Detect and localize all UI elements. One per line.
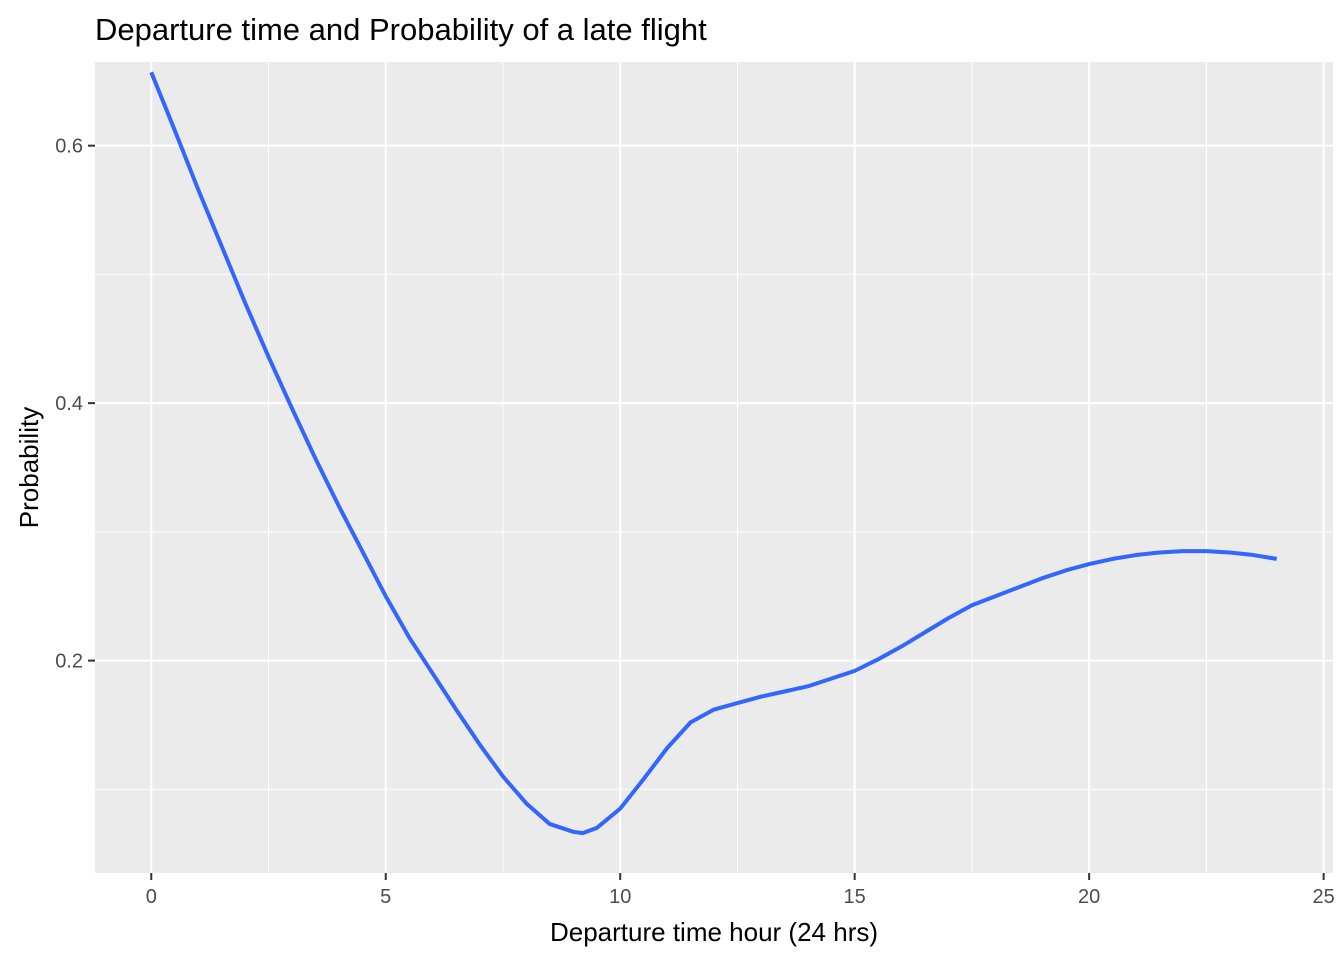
major-gridlines — [95, 62, 1333, 873]
x-tick-label: 0 — [146, 886, 157, 908]
x-tick-label: 25 — [1312, 886, 1334, 908]
probability-line — [149, 71, 1278, 836]
y-tick-label: 0.4 — [55, 393, 83, 415]
plot-panel — [95, 62, 1333, 873]
y-tick-label: 0.2 — [55, 651, 83, 673]
x-tick-label: 20 — [1078, 886, 1100, 908]
x-tick-label: 5 — [380, 886, 391, 908]
minor-gridlines — [95, 62, 1333, 873]
y-axis: 0.2 0.4 0.6 — [55, 136, 95, 673]
y-axis-title: Probability — [14, 407, 44, 528]
x-tick-label: 10 — [609, 886, 631, 908]
x-axis-title: Departure time hour (24 hrs) — [550, 917, 878, 947]
x-tick-label: 15 — [844, 886, 866, 908]
x-axis: 0 5 10 15 20 25 — [146, 873, 1335, 908]
y-tick-label: 0.6 — [55, 136, 83, 158]
chart-title: Departure time and Probability of a late… — [95, 12, 707, 47]
panel-background — [95, 62, 1333, 873]
